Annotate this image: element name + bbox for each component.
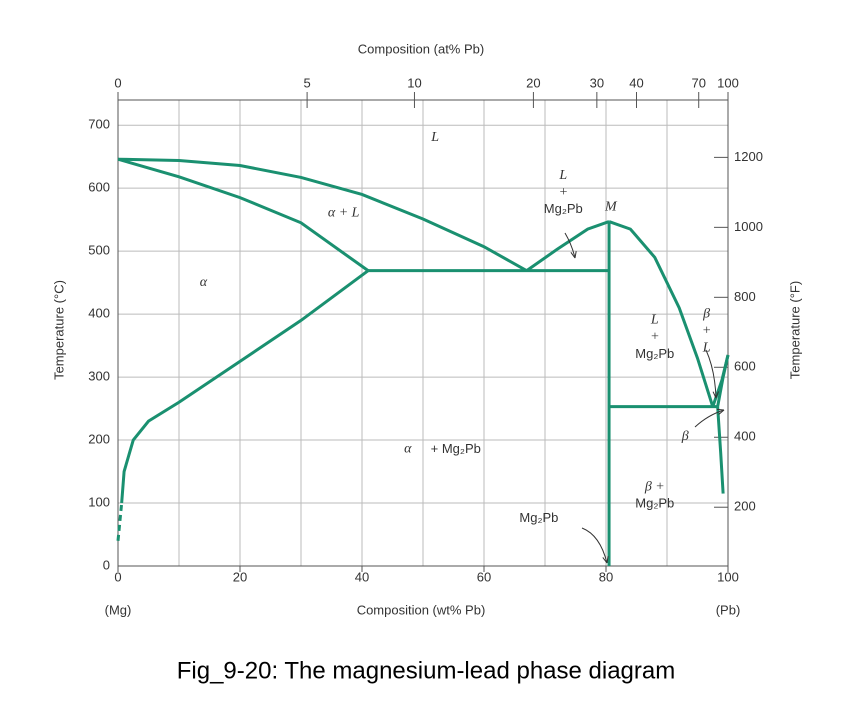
- y-tick-label: 300: [88, 369, 110, 384]
- phase-boundary: [525, 220, 610, 272]
- y2-tick-label: 400: [734, 429, 756, 444]
- arrow: [705, 349, 717, 399]
- y-tick-label: 0: [103, 557, 110, 572]
- x2-tick-label: 30: [590, 75, 604, 90]
- x-axis-title: Composition (wt% Pb): [357, 602, 486, 617]
- x2-tick-label: 10: [407, 75, 421, 90]
- arrow: [581, 527, 608, 564]
- phase-boundary: [120, 269, 369, 504]
- x2-tick-label: 20: [526, 75, 540, 90]
- y2-tick-label: 1200: [734, 149, 763, 164]
- y-tick-label: 200: [88, 431, 110, 446]
- region-label: α + L: [328, 206, 360, 221]
- y-tick-label: 500: [88, 243, 110, 258]
- y-tick-label: 600: [88, 180, 110, 195]
- x2-tick-label: 100: [717, 75, 739, 90]
- x-tick-label: 0: [114, 569, 121, 584]
- arrow-head: [602, 556, 609, 564]
- x-tick-label: 60: [477, 569, 491, 584]
- right-end-label: (Pb): [716, 602, 741, 617]
- x-tick-label: 40: [355, 569, 369, 584]
- y2-tick-label: 800: [734, 289, 756, 304]
- phase-boundary: [117, 157, 369, 272]
- region-label: +: [650, 330, 659, 345]
- arrow: [564, 232, 576, 259]
- phase-boundary: [116, 502, 124, 541]
- y2-axis-title: Temperature (°F): [787, 281, 802, 379]
- plot-frame: [117, 99, 729, 567]
- y2-tick-label: 600: [734, 359, 756, 374]
- x2-tick-label: 40: [629, 75, 643, 90]
- region-label: L: [650, 313, 659, 328]
- region-label: +: [559, 185, 568, 200]
- region-label: Mg₂Pb: [519, 510, 558, 525]
- region-label: α: [200, 275, 208, 290]
- x2-tick-label: 0: [114, 75, 121, 90]
- region-label: + Mg₂Pb: [431, 441, 481, 456]
- phase-boundary: [716, 406, 725, 494]
- region-label: α: [404, 442, 412, 457]
- phase-boundary: [117, 157, 528, 272]
- region-label: L: [702, 340, 711, 355]
- region-label: M: [604, 199, 618, 214]
- arrow-head: [712, 391, 719, 399]
- caption: Fig_9-20: The magnesium-lead phase diagr…: [177, 657, 676, 684]
- y2-tick-label: 200: [734, 499, 756, 514]
- x-tick-label: 80: [599, 569, 613, 584]
- y-tick-label: 100: [88, 494, 110, 509]
- left-end-label: (Mg): [105, 602, 132, 617]
- x-tick-label: 100: [717, 569, 739, 584]
- region-label: +: [702, 323, 711, 338]
- region-label: Mg₂Pb: [544, 201, 583, 216]
- phase-boundary: [716, 354, 730, 407]
- y-tick-label: 700: [88, 117, 110, 132]
- arrow: [694, 409, 725, 428]
- y-axis-title: Temperature (°C): [51, 280, 66, 380]
- region-label: Mg₂Pb: [635, 496, 674, 511]
- top-axis-title: Composition (at% Pb): [358, 41, 484, 56]
- region-label: β: [681, 429, 689, 444]
- region-label: β: [702, 306, 710, 321]
- x-tick-label: 20: [233, 569, 247, 584]
- y-tick-label: 400: [88, 306, 110, 321]
- phase-boundary: [608, 220, 715, 408]
- x2-tick-label: 70: [691, 75, 705, 90]
- region-label: L: [430, 130, 439, 145]
- arrow-head: [570, 251, 577, 259]
- region-label: L: [558, 168, 567, 183]
- region-label: Mg₂Pb: [635, 346, 674, 361]
- arrow-head: [716, 408, 725, 415]
- y2-tick-label: 1000: [734, 219, 763, 234]
- x2-tick-label: 5: [303, 75, 310, 90]
- region-label: β +: [644, 480, 665, 495]
